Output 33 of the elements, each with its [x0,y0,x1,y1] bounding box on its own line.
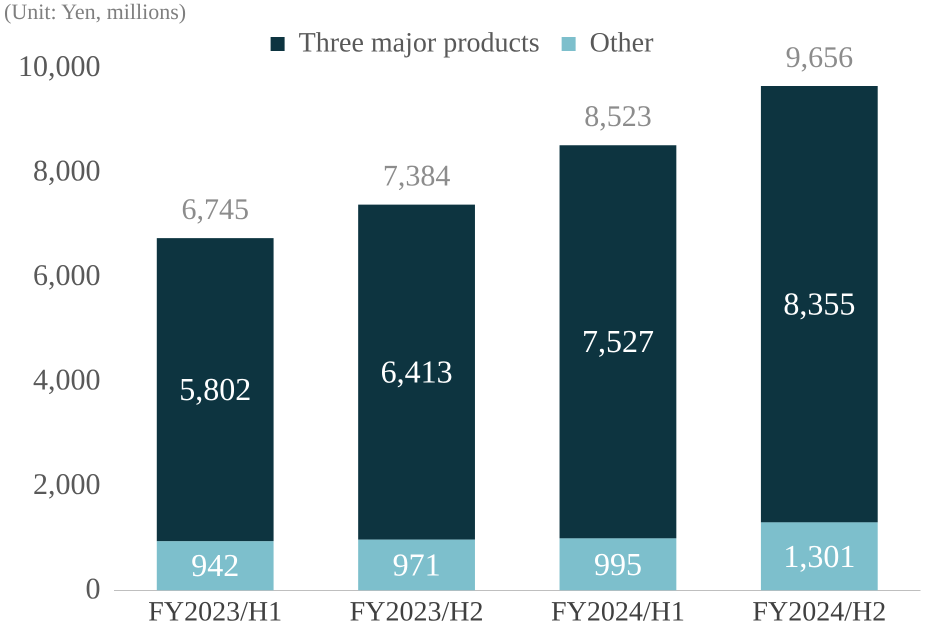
data-label: 995 [594,546,642,582]
text: (Unit: Yen, millions) [4,0,186,24]
legend-label: Three major products [298,27,540,58]
bar [358,540,475,590]
legend-label: Other [590,27,654,58]
bar [760,86,878,522]
bar [760,522,878,590]
data-label: 942 [191,547,240,584]
data-label: 971 [392,546,441,582]
y-tick-label: 8,000 [33,154,100,188]
y-tick-label: 6,000 [33,258,100,292]
y-tick-label: 0 [86,572,100,606]
data-label: 5,802 [179,371,252,408]
bar [560,145,676,538]
bar [156,238,274,542]
x-tick-label: FY2023/H2 [350,596,484,628]
y-tick-label: 4,000 [33,363,100,396]
data-label: 8,355 [783,286,856,322]
bar [358,204,475,540]
data-label: 7,527 [582,323,654,360]
bar [156,541,274,590]
y-tick-label: 10,000 [18,50,100,83]
y-tick-label: 2,000 [33,468,100,501]
bar [560,538,676,590]
x-tick-label: FY2023/H1 [148,596,282,628]
total-label: 7,384 [382,160,450,193]
data-label: 1,301 [783,538,856,574]
total-label: 6,745 [181,192,249,226]
total-label: 8,523 [584,100,652,134]
total-label: 9,656 [786,40,854,74]
data-label: 6,413 [380,354,453,390]
x-tick-label: FY2024/H2 [752,596,886,628]
x-tick-label: FY2024/H1 [551,596,685,628]
